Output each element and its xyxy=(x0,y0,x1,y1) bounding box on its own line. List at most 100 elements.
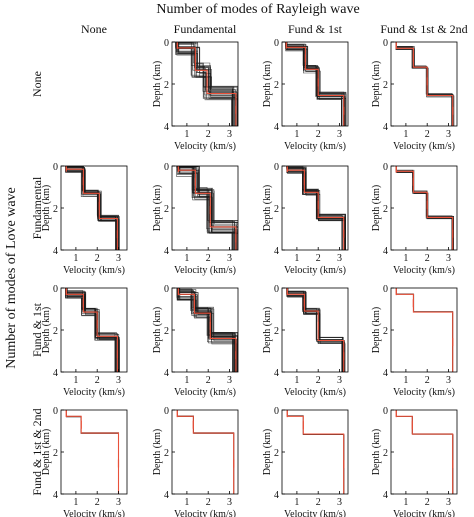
x-tick-label: 2 xyxy=(206,497,211,508)
y-tick-label: 0 xyxy=(164,162,169,173)
y-tick-label: 2 xyxy=(383,204,388,215)
ensemble-profile xyxy=(65,166,120,250)
ensemble-profile xyxy=(395,166,454,250)
x-tick-label: 3 xyxy=(446,375,451,386)
ensemble-profile xyxy=(177,166,233,250)
ensemble-profile xyxy=(396,410,454,494)
best-model-profile xyxy=(285,42,345,126)
panel-frame xyxy=(281,287,349,373)
column-label: Fund & 1st xyxy=(288,22,343,36)
ensemble-profile xyxy=(396,42,453,126)
figure-title: Number of modes of Rayleigh wave xyxy=(156,2,359,17)
ensemble-profile xyxy=(176,166,238,250)
ensemble-profile xyxy=(286,288,343,372)
x-tick-label: 3 xyxy=(446,129,451,140)
ensemble-profile xyxy=(285,42,345,126)
x-axis-label: Velocity (km/s) xyxy=(284,265,346,276)
ensemble-profile xyxy=(66,166,117,250)
ensemble-profile xyxy=(396,288,453,372)
x-tick-label: 2 xyxy=(316,253,321,264)
ensemble-profile xyxy=(287,288,343,372)
ensemble-profile xyxy=(65,288,118,372)
y-tick-label: 2 xyxy=(274,204,279,215)
x-tick-label: 2 xyxy=(316,497,321,508)
x-tick-label: 2 xyxy=(206,129,211,140)
ensemble-profile xyxy=(65,166,118,250)
ensemble-profile xyxy=(66,410,119,494)
ensemble-profile xyxy=(287,288,344,372)
x-axis-label: Velocity (km/s) xyxy=(393,509,455,517)
x-tick-label: 2 xyxy=(206,253,211,264)
y-tick-label: 0 xyxy=(274,406,279,417)
x-tick-label: 1 xyxy=(294,253,299,264)
row-labels: None Fundamental Fund & 1st Fund & 1st & 2n… xyxy=(30,71,44,496)
panel: 1 2 3 0 2 4 Velocity (km/s) Depth (km) xyxy=(262,38,349,152)
ensemble-profile xyxy=(287,166,343,250)
y-tick-label: 4 xyxy=(274,246,279,257)
ensemble-profile xyxy=(286,410,345,494)
y-tick-label: 2 xyxy=(53,204,58,215)
y-tick-label: 0 xyxy=(383,38,388,49)
ensemble-profile xyxy=(177,410,234,494)
ensemble-profile xyxy=(396,42,454,126)
best-model-profile xyxy=(177,166,237,250)
ensemble-profile xyxy=(65,288,117,372)
ensemble-profile xyxy=(285,42,344,126)
ensemble-profile xyxy=(286,166,345,250)
ensemble-profile xyxy=(286,166,342,250)
y-tick-label: 4 xyxy=(164,246,169,257)
y-axis-label: Depth (km) xyxy=(152,185,163,231)
ensemble-profile xyxy=(66,288,116,372)
ensemble-profile xyxy=(66,288,119,372)
x-axis-label: Velocity (km/s) xyxy=(284,387,346,398)
x-tick-label: 1 xyxy=(73,375,78,386)
ensemble-profile xyxy=(395,166,454,250)
ensemble-profile xyxy=(287,288,343,372)
ensemble-profile xyxy=(396,166,454,250)
y-tick-label: 4 xyxy=(383,368,388,379)
panel-frame xyxy=(171,409,239,495)
ensemble-profile xyxy=(396,42,453,126)
x-tick-label: 2 xyxy=(425,497,430,508)
panel: 1 2 3 0 2 4 Velocity (km/s) Depth (km) xyxy=(41,406,128,517)
best-model-profile xyxy=(395,410,454,494)
panel-frame xyxy=(281,409,349,495)
ensemble-profile xyxy=(179,166,233,250)
ensemble-profile xyxy=(66,166,120,250)
x-tick-label: 3 xyxy=(337,375,342,386)
x-tick-label: 3 xyxy=(227,375,232,386)
y-axis-label: Depth (km) xyxy=(262,429,273,475)
y-axis-label: Depth (km) xyxy=(41,429,52,475)
ensemble-profile xyxy=(67,288,119,372)
y-tick-label: 4 xyxy=(53,368,58,379)
y-tick-label: 0 xyxy=(164,406,169,417)
y-tick-label: 0 xyxy=(53,406,58,417)
x-tick-label: 1 xyxy=(403,375,408,386)
ensemble-profile xyxy=(177,166,238,250)
panel: 1 2 3 0 2 4 Velocity (km/s) Depth (km) xyxy=(262,406,349,517)
best-model-profile xyxy=(395,42,454,126)
best-model-profile xyxy=(176,42,237,126)
ensemble-profile xyxy=(66,288,116,372)
ensemble-profile xyxy=(286,288,345,372)
ensemble-profile xyxy=(65,288,120,372)
x-tick-label: 1 xyxy=(403,497,408,508)
ensemble-profile xyxy=(395,42,455,126)
ensemble-profile xyxy=(285,42,345,126)
x-tick-label: 2 xyxy=(425,129,430,140)
ensemble-profile xyxy=(285,42,342,126)
panel-frame xyxy=(281,41,349,127)
best-model-profile xyxy=(176,410,235,494)
y-tick-label: 2 xyxy=(274,80,279,91)
y-tick-label: 0 xyxy=(274,284,279,295)
ensemble-profile xyxy=(396,42,454,126)
ensemble-profile xyxy=(287,288,344,372)
ensemble-profile xyxy=(177,42,238,87)
x-tick-label: 1 xyxy=(184,497,189,508)
panel: 1 2 3 0 2 4 Velocity (km/s) Depth (km) xyxy=(371,162,458,276)
ensemble-profile xyxy=(66,288,117,372)
x-tick-label: 3 xyxy=(116,497,121,508)
x-tick-label: 2 xyxy=(316,375,321,386)
y-axis-label: Depth (km) xyxy=(262,61,273,107)
ensemble-profile xyxy=(286,288,343,372)
